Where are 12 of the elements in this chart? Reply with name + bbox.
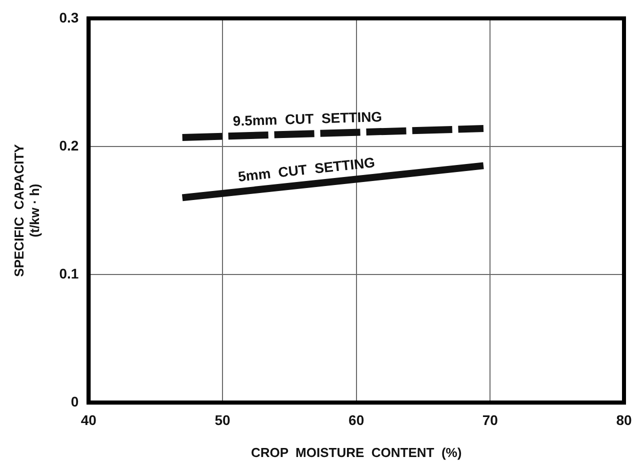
y-axis-title: SPECIFIC CAPACITY (t/kw · h) [11,144,42,277]
x-tick-label: 40 [80,412,97,428]
x-tick-label: 80 [616,412,632,428]
x-tick-label: 70 [482,412,498,428]
y-tick-label: 0.1 [59,265,79,282]
x-tick-label: 60 [348,412,364,428]
y-tick-label: 0 [70,393,79,410]
text: 5mm CUT SETTING [237,154,376,184]
x-axis-title: CROP MOISTURE CONTENT (%) [251,444,462,460]
x-tick-label: 50 [214,412,230,428]
y-tick-label: 0.3 [59,9,79,26]
y-tick-label: 0.2 [59,137,79,154]
